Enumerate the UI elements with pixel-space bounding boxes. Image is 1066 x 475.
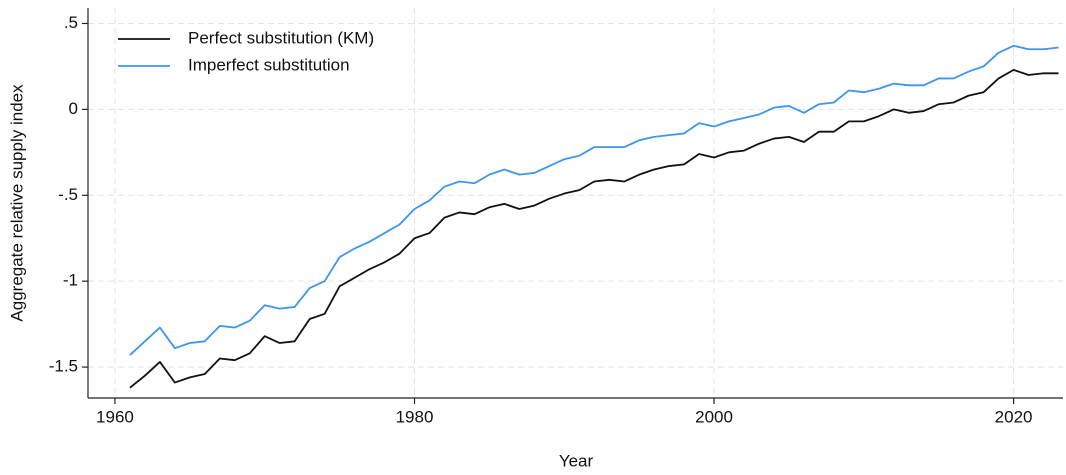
- legend-label: Imperfect substitution: [188, 55, 350, 74]
- x-tick-label: 2000: [695, 407, 733, 426]
- y-tick-label: -1: [63, 271, 78, 290]
- y-tick-label: 0: [69, 99, 78, 118]
- y-axis-label: Aggregate relative supply index: [7, 84, 26, 322]
- x-tick-label: 1980: [396, 407, 434, 426]
- y-tick-label: .5: [64, 13, 78, 32]
- y-tick-label: -1.5: [49, 357, 78, 376]
- series-line: [129, 44, 1059, 356]
- x-axis-label: Year: [559, 451, 594, 470]
- series-line: [129, 68, 1059, 389]
- y-tick-label: -.5: [58, 185, 78, 204]
- legend-label: Perfect substitution (KM): [188, 28, 374, 47]
- x-tick-label: 2020: [995, 407, 1033, 426]
- x-tick-label: 1960: [96, 407, 134, 426]
